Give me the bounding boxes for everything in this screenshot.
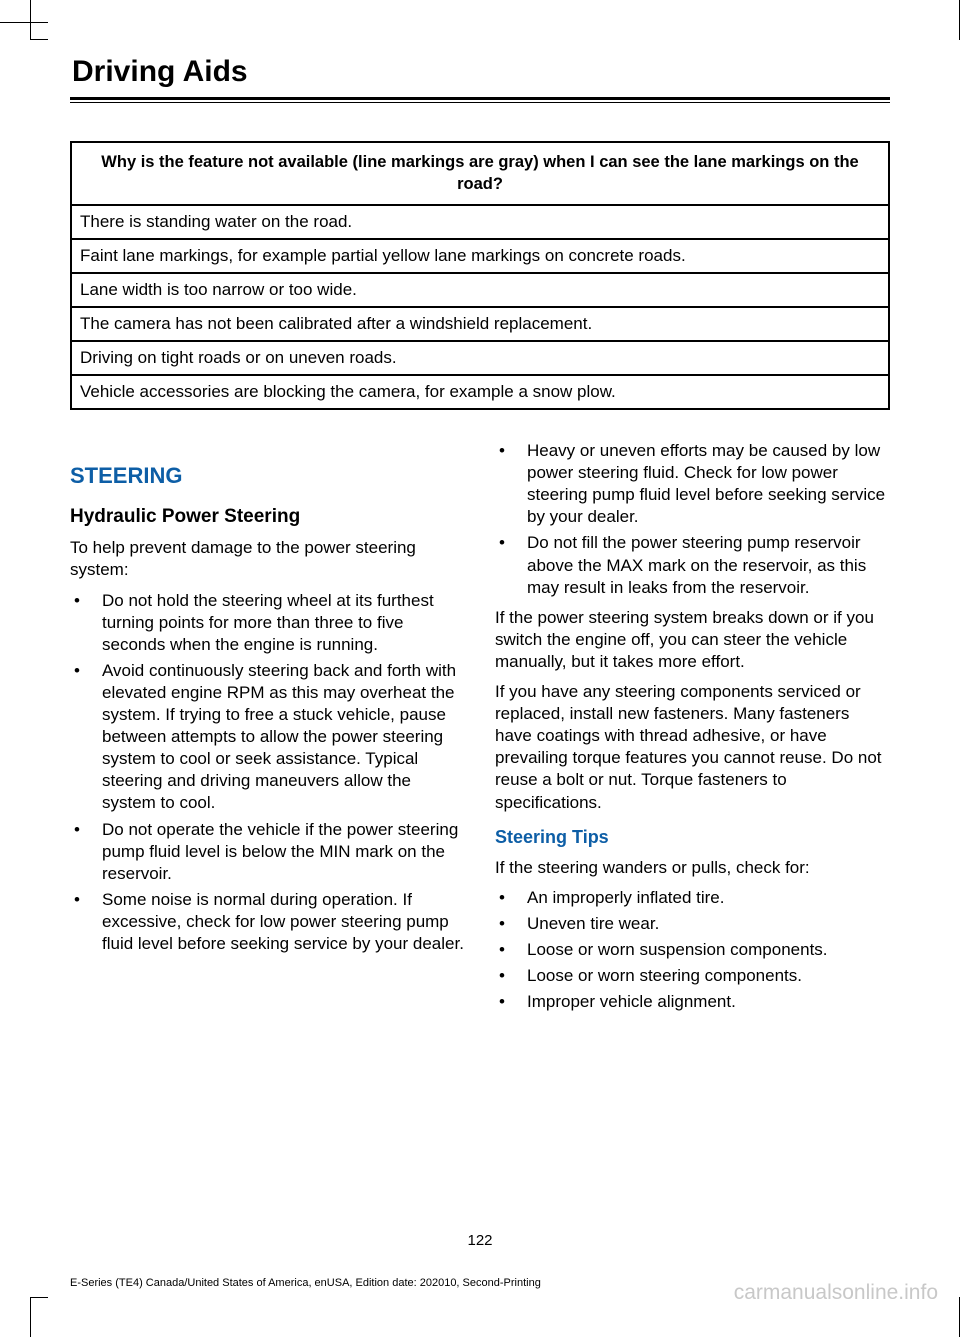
faq-row: Faint lane markings, for example partial… <box>71 239 889 273</box>
crop-mark <box>30 0 48 40</box>
tips-bullet-list: An improperly inflated tire. Uneven tire… <box>495 887 890 1013</box>
steering-bullet-list-cont: Heavy or uneven efforts may be caused by… <box>495 440 890 599</box>
faq-row: Driving on tight roads or on uneven road… <box>71 341 889 375</box>
faq-row: There is standing water on the road. <box>71 205 889 239</box>
paragraph: If you have any steering components serv… <box>495 681 890 814</box>
faq-row: Vehicle accessories are blocking the cam… <box>71 375 889 409</box>
faq-header: Why is the feature not available (line m… <box>71 142 889 205</box>
left-column: STEERING Hydraulic Power Steering To hel… <box>70 440 465 1021</box>
faq-row: The camera has not been calibrated after… <box>71 307 889 341</box>
list-item: Some noise is normal during operation. I… <box>70 889 465 955</box>
right-column: Heavy or uneven efforts may be caused by… <box>495 440 890 1021</box>
list-item: Improper vehicle alignment. <box>495 991 890 1013</box>
page-content: Driving Aids Why is the feature not avai… <box>0 0 960 1022</box>
list-item: Do not hold the steering wheel at its fu… <box>70 590 465 656</box>
footer-edition-info: E-Series (TE4) Canada/United States of A… <box>70 1277 541 1289</box>
faq-table: Why is the feature not available (line m… <box>70 141 890 410</box>
hydraulic-subheading: Hydraulic Power Steering <box>70 505 465 530</box>
watermark: carmanualsonline.info <box>734 1281 938 1305</box>
crop-mark <box>30 1297 48 1337</box>
steering-heading: STEERING <box>70 462 465 491</box>
crop-mark <box>0 22 48 23</box>
paragraph: If the power steering system breaks down… <box>495 607 890 673</box>
list-item: Loose or worn steering components. <box>495 965 890 987</box>
intro-paragraph: To help prevent damage to the power stee… <box>70 537 465 581</box>
steering-bullet-list: Do not hold the steering wheel at its fu… <box>70 590 465 956</box>
page-number: 122 <box>0 1232 960 1249</box>
steering-tips-heading: Steering Tips <box>495 826 890 849</box>
title-rule-thick <box>70 97 890 100</box>
two-column-layout: STEERING Hydraulic Power Steering To hel… <box>70 440 890 1021</box>
list-item: Avoid continuously steering back and for… <box>70 660 465 815</box>
list-item: Heavy or uneven efforts may be caused by… <box>495 440 890 528</box>
list-item: Uneven tire wear. <box>495 913 890 935</box>
list-item: An improperly inflated tire. <box>495 887 890 909</box>
tips-intro: If the steering wanders or pulls, check … <box>495 857 890 879</box>
title-rule-thin <box>70 102 890 103</box>
chapter-title: Driving Aids <box>70 55 890 89</box>
list-item: Do not fill the power steering pump rese… <box>495 532 890 598</box>
list-item: Do not operate the vehicle if the power … <box>70 819 465 885</box>
list-item: Loose or worn suspension components. <box>495 939 890 961</box>
faq-row: Lane width is too narrow or too wide. <box>71 273 889 307</box>
